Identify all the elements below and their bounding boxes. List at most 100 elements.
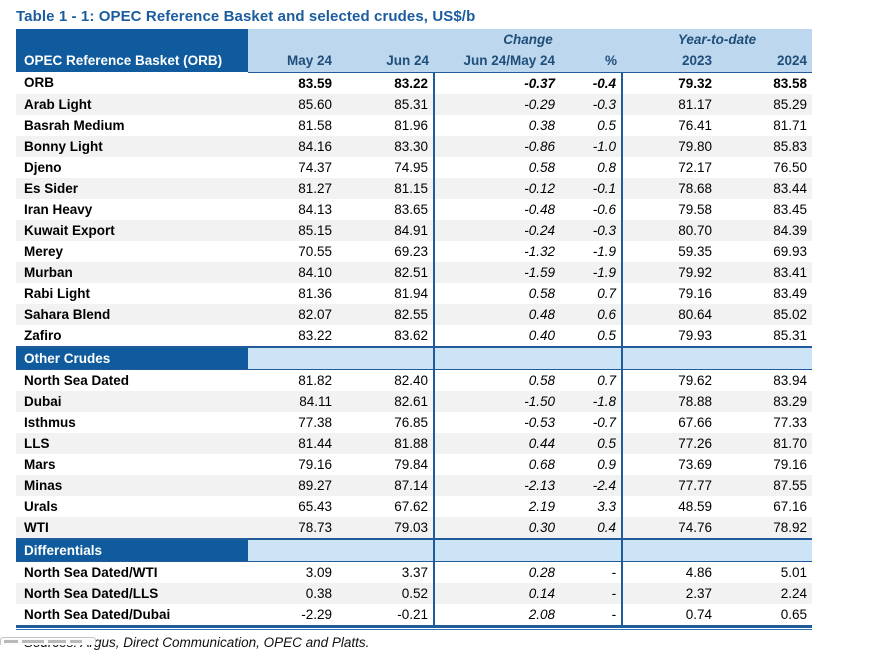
table-row: Bonny Light 84.16 83.30 -0.86 -1.0 79.80 85.83 — [16, 135, 813, 157]
table-row: Dubai 84.11 82.61 -1.50 -1.8 78.88 83.29 — [16, 390, 813, 412]
table-row: ORB 83.59 83.22 -0.37 -0.4 79.32 83.58 — [16, 72, 812, 94]
value-cell: -1.50 — [434, 390, 560, 412]
group-header-row: OPEC Reference Basket (ORB) Change Year-… — [16, 29, 813, 72]
value-cell: 73.69 — [678, 456, 713, 472]
table-row: Zafiro 83.22 83.62 0.40 0.5 79.93 85.31 — [16, 324, 812, 347]
table-row: Rabi Light 81.36 81.94 0.58 0.7 79.16 83.49 — [16, 282, 812, 304]
value-cell: 85.29 — [717, 93, 813, 115]
value-cell: -0.29 — [434, 93, 560, 115]
value-cell: 77.38 — [298, 414, 332, 430]
column-header-2023: 2023 — [622, 50, 718, 73]
table-row: Mars 79.16 79.84 0.68 0.9 73.69 79.16 — [16, 453, 812, 475]
value-cell: 0.6 — [560, 303, 624, 325]
value-cell: - — [560, 603, 624, 625]
value-cell: 0.65 — [780, 606, 808, 622]
artifact-mark — [70, 640, 82, 643]
value-cell: 79.93 — [678, 327, 713, 343]
table-header: OPEC Reference Basket (ORB) Change Year-… — [16, 29, 813, 73]
value-cell: 83.29 — [717, 390, 813, 412]
column-header-2024: 2024 — [717, 50, 813, 73]
value-cell: 83.49 — [773, 285, 808, 301]
value-cell: 74.37 — [298, 159, 332, 175]
row-label: LLS — [16, 432, 248, 454]
value-cell: 76.85 — [337, 411, 435, 433]
value-cell: 87.14 — [337, 474, 435, 496]
value-cell: 83.22 — [298, 327, 332, 343]
value-cell: 2.19 — [528, 498, 555, 514]
value-cell: -0.4 — [560, 72, 624, 94]
value-cell: 82.07 — [248, 303, 337, 325]
value-cell: 0.48 — [434, 303, 560, 325]
column-header-change-abs: Jun 24/May 24 — [434, 50, 560, 73]
value-cell: 0.58 — [528, 285, 555, 301]
row-label: Isthmus — [24, 414, 76, 430]
value-cell: 85.31 — [337, 93, 435, 115]
clipped-artifact — [0, 637, 96, 645]
section-header-spacer — [622, 345, 718, 370]
value-cell: -2.29 — [301, 606, 332, 622]
value-cell: 69.93 — [773, 243, 808, 259]
sources-note: Sources: Argus, Direct Communication, OP… — [24, 634, 370, 650]
row-label: WTI — [16, 516, 248, 539]
group-header-change: Change — [434, 29, 623, 50]
value-cell: 74.95 — [337, 156, 435, 178]
section-header-spacer — [717, 537, 813, 562]
section-header-spacer — [337, 345, 435, 370]
value-cell: 0.28 — [528, 564, 555, 580]
value-cell: 83.94 — [773, 372, 808, 388]
value-cell: 81.27 — [248, 177, 337, 199]
table-row: Murban 84.10 82.51 -1.59 -1.9 79.92 83.41 — [16, 261, 813, 283]
value-cell: 0.30 — [434, 516, 560, 539]
value-cell: 2.37 — [622, 582, 718, 604]
value-cell: -0.53 — [524, 414, 555, 430]
section-header-spacer — [434, 537, 560, 562]
value-cell: 89.27 — [248, 474, 337, 496]
value-cell: - — [560, 582, 624, 604]
value-cell: -2.4 — [560, 474, 624, 496]
value-cell: 79.80 — [622, 135, 718, 157]
value-cell: 84.16 — [248, 135, 337, 157]
value-cell: 84.10 — [248, 261, 337, 283]
value-cell: 0.4 — [560, 516, 624, 539]
value-cell: 0.5 — [560, 114, 624, 136]
value-cell: 81.17 — [622, 93, 718, 115]
section-header-spacer — [248, 537, 337, 562]
section-header-spacer — [560, 537, 624, 562]
value-cell: 0.40 — [528, 327, 555, 343]
value-cell: -1.8 — [560, 390, 624, 412]
table-bottom-border-thick — [16, 624, 812, 628]
value-cell: 83.45 — [773, 201, 808, 217]
value-cell: 0.7 — [560, 282, 624, 304]
table-title: Table 1 - 1: OPEC Reference Basket and s… — [16, 8, 476, 25]
value-cell: 83.41 — [717, 261, 813, 283]
row-label: Es Sider — [16, 177, 248, 199]
row-label: Basrah Medium — [24, 117, 125, 133]
value-cell: 81.96 — [337, 114, 435, 136]
section-header-spacer — [434, 345, 560, 370]
value-cell: -0.3 — [560, 219, 624, 241]
value-cell: 59.35 — [678, 243, 713, 259]
value-cell: -0.37 — [524, 75, 555, 91]
column-header-row: May 24 Jun 24 Jun 24/May 24 % 2023 2024 — [16, 50, 813, 73]
row-label: ORB — [24, 75, 54, 91]
table-row: North Sea Dated/Dubai -2.29 -0.21 2.08- 0.74… — [16, 603, 812, 625]
table-row: Arab Light 85.60 85.31 -0.29 -0.3 81.17 85.29 — [16, 93, 813, 115]
value-cell: -0.6 — [560, 198, 624, 220]
section-header-row: Other Crudes — [16, 345, 813, 370]
section-header-spacer — [717, 345, 813, 370]
value-cell: 81.88 — [337, 432, 435, 454]
value-cell: 0.9 — [560, 453, 624, 475]
value-cell: 85.15 — [248, 219, 337, 241]
value-cell: 0.44 — [434, 432, 560, 454]
value-cell: 0.8 — [560, 156, 624, 178]
column-header-change-pct: % — [560, 50, 623, 73]
value-cell: -1.59 — [434, 261, 560, 283]
section-header-spacer — [248, 345, 337, 370]
value-cell: 0.7 — [560, 369, 624, 391]
value-cell: 82.55 — [337, 303, 435, 325]
section-header-label: Differentials — [16, 537, 248, 562]
row-label: Zafiro — [24, 327, 62, 343]
row-label: Urals — [24, 498, 58, 514]
table-row: Djeno 74.37 74.95 0.58 0.8 72.17 76.50 — [16, 156, 812, 178]
row-label: Sahara Blend — [16, 303, 248, 325]
